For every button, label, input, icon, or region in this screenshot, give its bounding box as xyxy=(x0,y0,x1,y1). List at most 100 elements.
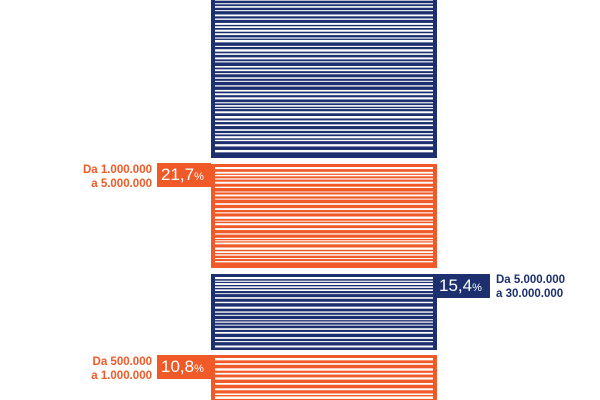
stripe xyxy=(215,198,433,200)
stripe xyxy=(215,18,433,20)
stripe xyxy=(215,105,433,107)
stripe xyxy=(215,10,433,12)
stripe xyxy=(215,216,433,219)
stripe xyxy=(215,388,433,391)
stripe xyxy=(215,167,433,170)
segment-label-line1: Da 1.000.000 xyxy=(82,164,152,176)
stripe xyxy=(215,6,433,8)
stripe xyxy=(215,89,433,92)
stripe xyxy=(215,149,433,153)
value-badge-500k-1m: 10,8% xyxy=(157,355,211,379)
stripe xyxy=(215,368,433,371)
segment-label-5m-30m: Da 5.000.000 a 30.000.000 xyxy=(496,273,596,301)
stripe xyxy=(215,258,433,260)
stripe xyxy=(215,194,433,197)
stripe xyxy=(215,372,433,375)
stripe xyxy=(215,233,433,235)
segment-label-1m-5m: Da 1.000.000 a 5.000.000 xyxy=(40,163,152,191)
stripe xyxy=(215,139,433,142)
stripe xyxy=(215,247,433,250)
stripe xyxy=(215,319,433,321)
stripe xyxy=(215,240,433,242)
stripe xyxy=(215,301,433,304)
stripe xyxy=(215,237,433,239)
stripe xyxy=(215,277,433,280)
percent-sign: % xyxy=(194,363,204,375)
stripe xyxy=(215,314,433,316)
stripe xyxy=(215,223,433,226)
stripe xyxy=(215,65,433,68)
stripe xyxy=(215,53,433,55)
stripe xyxy=(215,57,433,60)
segment-label-500k-1m: Da 500.000 a 1.000.000 xyxy=(40,355,152,383)
block-top-navy xyxy=(211,0,437,158)
stripe xyxy=(215,116,433,119)
stripe xyxy=(215,306,433,309)
stripe xyxy=(215,85,433,87)
stripe xyxy=(215,111,433,114)
stripe xyxy=(215,358,433,361)
stripe xyxy=(215,0,433,1)
segment-label-line1: Da 500.000 xyxy=(92,356,152,368)
stripe xyxy=(215,283,433,285)
stripe xyxy=(215,382,433,385)
stripe xyxy=(215,341,433,343)
stripe xyxy=(215,228,433,231)
stripe xyxy=(215,203,433,205)
stripe xyxy=(215,133,433,135)
stripe xyxy=(215,321,433,323)
stripe xyxy=(215,337,433,339)
stripe xyxy=(215,39,433,43)
stripe xyxy=(215,178,433,180)
stripe xyxy=(215,251,433,253)
stripe xyxy=(215,220,433,222)
stripe xyxy=(215,242,433,245)
stripe xyxy=(215,377,433,380)
stripe xyxy=(215,69,433,72)
segment-label-line1: Da 5.000.000 xyxy=(496,274,566,286)
stripe xyxy=(215,124,433,127)
stripe xyxy=(215,73,433,75)
segment-label-line2: a 30.000.000 xyxy=(496,288,564,300)
percent-sign: % xyxy=(194,171,204,183)
stripe xyxy=(215,171,433,174)
stripe xyxy=(215,181,433,184)
stripe xyxy=(215,328,433,330)
block-background xyxy=(211,164,437,268)
stripe xyxy=(215,293,433,295)
stripe xyxy=(215,14,433,17)
stripe xyxy=(215,33,433,36)
value-number: 10,8 xyxy=(161,357,195,376)
stripe xyxy=(215,174,433,177)
stripe xyxy=(215,77,433,79)
stripe xyxy=(215,93,433,96)
stripe xyxy=(215,345,433,348)
value-number: 21,7 xyxy=(161,165,195,184)
percent-sign: % xyxy=(472,282,482,294)
stripe xyxy=(215,396,433,399)
stripe xyxy=(215,61,433,63)
stripe xyxy=(215,129,433,131)
block-500k-1m xyxy=(211,355,437,400)
value-badge-5m-30m: 15,4% xyxy=(435,274,490,298)
stripe xyxy=(215,45,433,47)
stripe xyxy=(215,324,433,326)
stripe xyxy=(215,49,433,52)
stripe xyxy=(215,97,433,100)
stripe xyxy=(215,208,433,210)
segment-label-line2: a 5.000.000 xyxy=(91,178,152,190)
stripe xyxy=(215,186,433,189)
block-5m-30m xyxy=(211,274,437,350)
stripe xyxy=(215,102,433,104)
stripe xyxy=(215,26,433,28)
stripe xyxy=(215,191,433,193)
stripe xyxy=(215,331,433,334)
block-1m-5m xyxy=(211,164,437,268)
stripe xyxy=(215,144,433,147)
stripe xyxy=(215,254,433,256)
stripe xyxy=(215,363,433,365)
stripe xyxy=(215,22,433,25)
stripe xyxy=(215,261,433,263)
value-badge-1m-5m: 21,7% xyxy=(157,163,211,187)
